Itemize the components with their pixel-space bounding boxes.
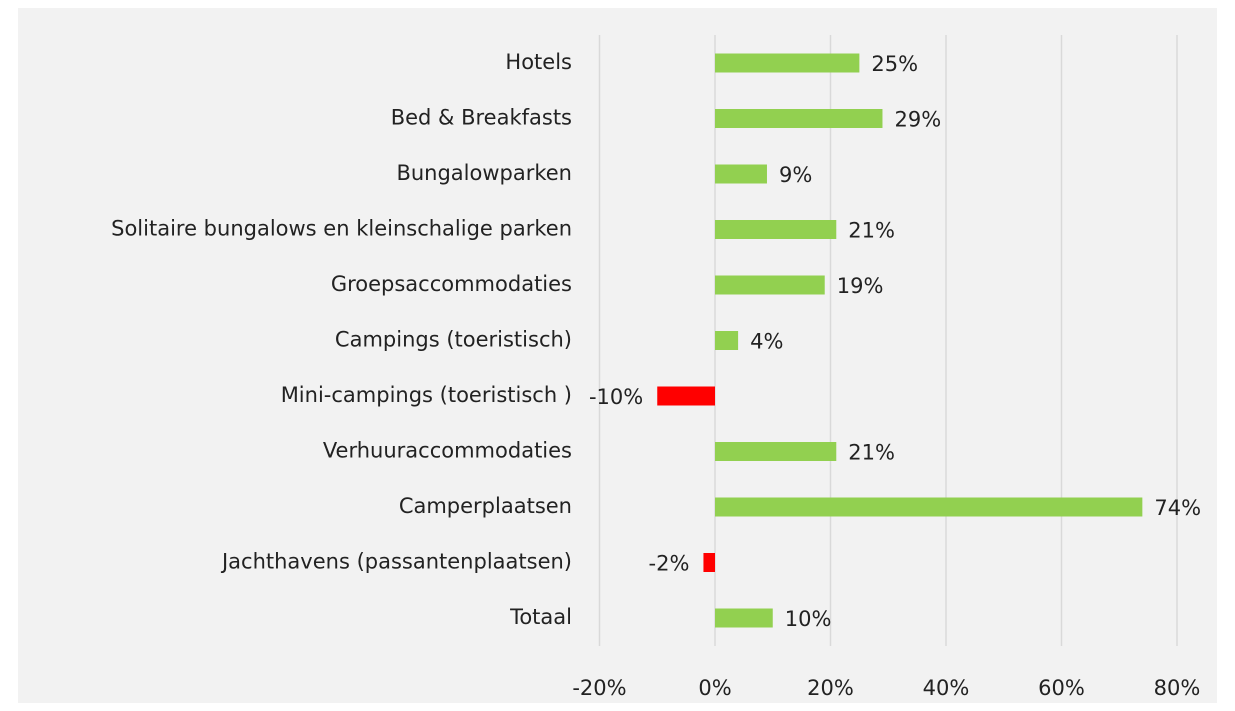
y-tick-label: Totaal bbox=[509, 605, 572, 629]
y-tick-label: Camperplaatsen bbox=[399, 494, 572, 518]
y-tick-label: Solitaire bungalows en kleinschalige par… bbox=[111, 217, 572, 241]
bar bbox=[715, 109, 883, 128]
data-label: 21% bbox=[848, 219, 895, 243]
y-tick-label: Bed & Breakfasts bbox=[391, 106, 572, 130]
y-tick-label: Hotels bbox=[505, 50, 572, 74]
x-tick-label: 40% bbox=[923, 676, 970, 700]
y-tick-label: Bungalowparken bbox=[396, 161, 572, 185]
data-label: -2% bbox=[649, 552, 690, 576]
bar bbox=[715, 220, 837, 239]
y-tick-label: Jachthavens (passantenplaatsen) bbox=[220, 550, 572, 574]
bar bbox=[703, 553, 715, 572]
data-label: 29% bbox=[894, 108, 941, 132]
bar bbox=[715, 164, 767, 184]
bar bbox=[715, 497, 1143, 517]
bar bbox=[715, 53, 860, 73]
data-label: 74% bbox=[1154, 496, 1201, 520]
y-tick-label: Mini-campings (toeristisch ) bbox=[281, 383, 572, 407]
y-tick-label: Campings (toeristisch) bbox=[335, 328, 572, 352]
data-label: -10% bbox=[589, 385, 643, 409]
y-tick-label: Groepsaccommodaties bbox=[331, 272, 572, 296]
chart-background bbox=[18, 8, 1217, 703]
x-tick-label: -20% bbox=[572, 676, 626, 700]
data-label: 21% bbox=[848, 441, 895, 465]
bar bbox=[715, 442, 837, 461]
bar bbox=[657, 386, 715, 406]
data-label: 9% bbox=[779, 163, 812, 187]
data-label: 25% bbox=[871, 52, 918, 76]
data-label: 19% bbox=[837, 274, 884, 298]
data-label: 10% bbox=[785, 607, 832, 631]
x-tick-label: 80% bbox=[1154, 676, 1201, 700]
bar bbox=[715, 608, 773, 628]
x-tick-label: 0% bbox=[698, 676, 731, 700]
x-tick-label: 20% bbox=[807, 676, 854, 700]
data-label: 4% bbox=[750, 330, 783, 354]
x-tick-label: 60% bbox=[1038, 676, 1085, 700]
bar bbox=[715, 275, 825, 295]
y-tick-label: Verhuuraccommodaties bbox=[323, 439, 572, 463]
bar bbox=[715, 331, 739, 350]
